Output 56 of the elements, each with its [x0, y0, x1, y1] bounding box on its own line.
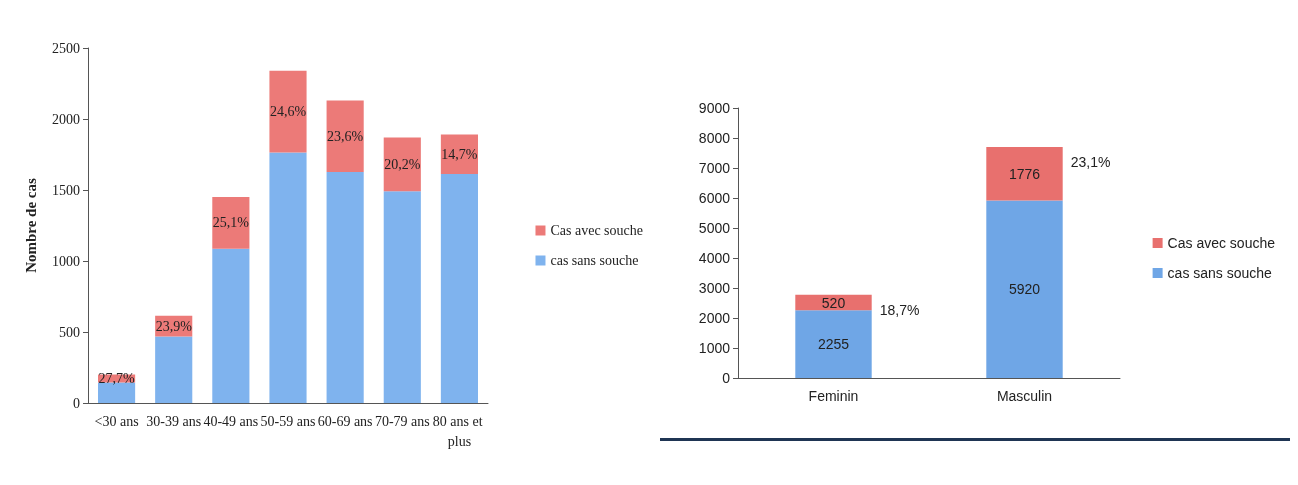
x-tick-label: 80 ans et plus — [432, 413, 487, 449]
annotation: 24,6% — [269, 104, 307, 120]
y-tick-label: 0 — [73, 395, 80, 411]
y-tick-label: 5000 — [698, 220, 731, 236]
bar — [269, 70, 307, 153]
x-tick-label: 60-69 ans — [317, 413, 373, 429]
bar — [212, 248, 250, 403]
x-tick-label: 30-39 ans — [146, 413, 202, 429]
y-tick-label: 4000 — [698, 250, 731, 266]
data-label: 5920 — [1008, 281, 1041, 298]
bar — [986, 147, 1063, 201]
y-tick-label: 6000 — [698, 190, 731, 206]
y-tick-label: 0 — [722, 370, 731, 386]
bar — [440, 174, 478, 403]
bar — [986, 200, 1063, 378]
y-tick-label: 7000 — [698, 160, 731, 176]
bar — [383, 191, 421, 403]
annotation: 23,6% — [327, 128, 364, 144]
bar — [326, 100, 364, 172]
annotation: 23,9% — [155, 318, 193, 334]
y-tick-label: 9000 — [698, 100, 731, 116]
y-tick-label: 2000 — [52, 111, 80, 127]
bar — [326, 171, 364, 403]
y-tick-label: 1500 — [52, 182, 80, 198]
y-tick-label: 8000 — [698, 130, 731, 146]
bar — [155, 336, 193, 403]
y-tick-label: 1000 — [698, 340, 731, 356]
x-tick-label: 40-49 ans — [203, 413, 259, 429]
legend-label: Cas avec souche — [550, 223, 644, 238]
y-tick-label: 3000 — [698, 280, 731, 296]
y-tick-label: 500 — [59, 324, 80, 340]
legend-label: cas sans souche — [1167, 265, 1273, 281]
x-tick-label: Masculin — [996, 388, 1053, 404]
legend-label: Cas avec souche — [1167, 235, 1276, 251]
x-tick-label: 70-79 ans — [374, 413, 430, 429]
legend-label: cas sans souche — [550, 253, 639, 268]
y-tick-label: 1000 — [52, 253, 80, 269]
annotation: 20,2% — [384, 156, 421, 172]
bar — [795, 310, 872, 378]
x-tick-label: 50-59 ans — [260, 413, 316, 429]
annotation: 27,7% — [98, 371, 135, 387]
bar — [269, 152, 307, 403]
annotation: 25,1% — [212, 215, 250, 231]
bar — [383, 137, 421, 192]
annotation: 14,7% — [441, 146, 478, 162]
x-tick-label: Feminin — [808, 388, 859, 404]
data-label: 520 — [821, 294, 846, 311]
y-axis-title: Nombre de cas — [22, 177, 39, 273]
data-label: 2255 — [817, 336, 850, 353]
data-label: 1776 — [1008, 165, 1041, 182]
y-tick-label: 2000 — [698, 310, 731, 326]
annotation: 23,1% — [1070, 154, 1111, 171]
annotation: 18,7% — [879, 301, 920, 318]
x-tick-label: <30 ans — [94, 413, 139, 429]
bar — [212, 197, 250, 249]
y-tick-label: 2500 — [52, 40, 80, 56]
